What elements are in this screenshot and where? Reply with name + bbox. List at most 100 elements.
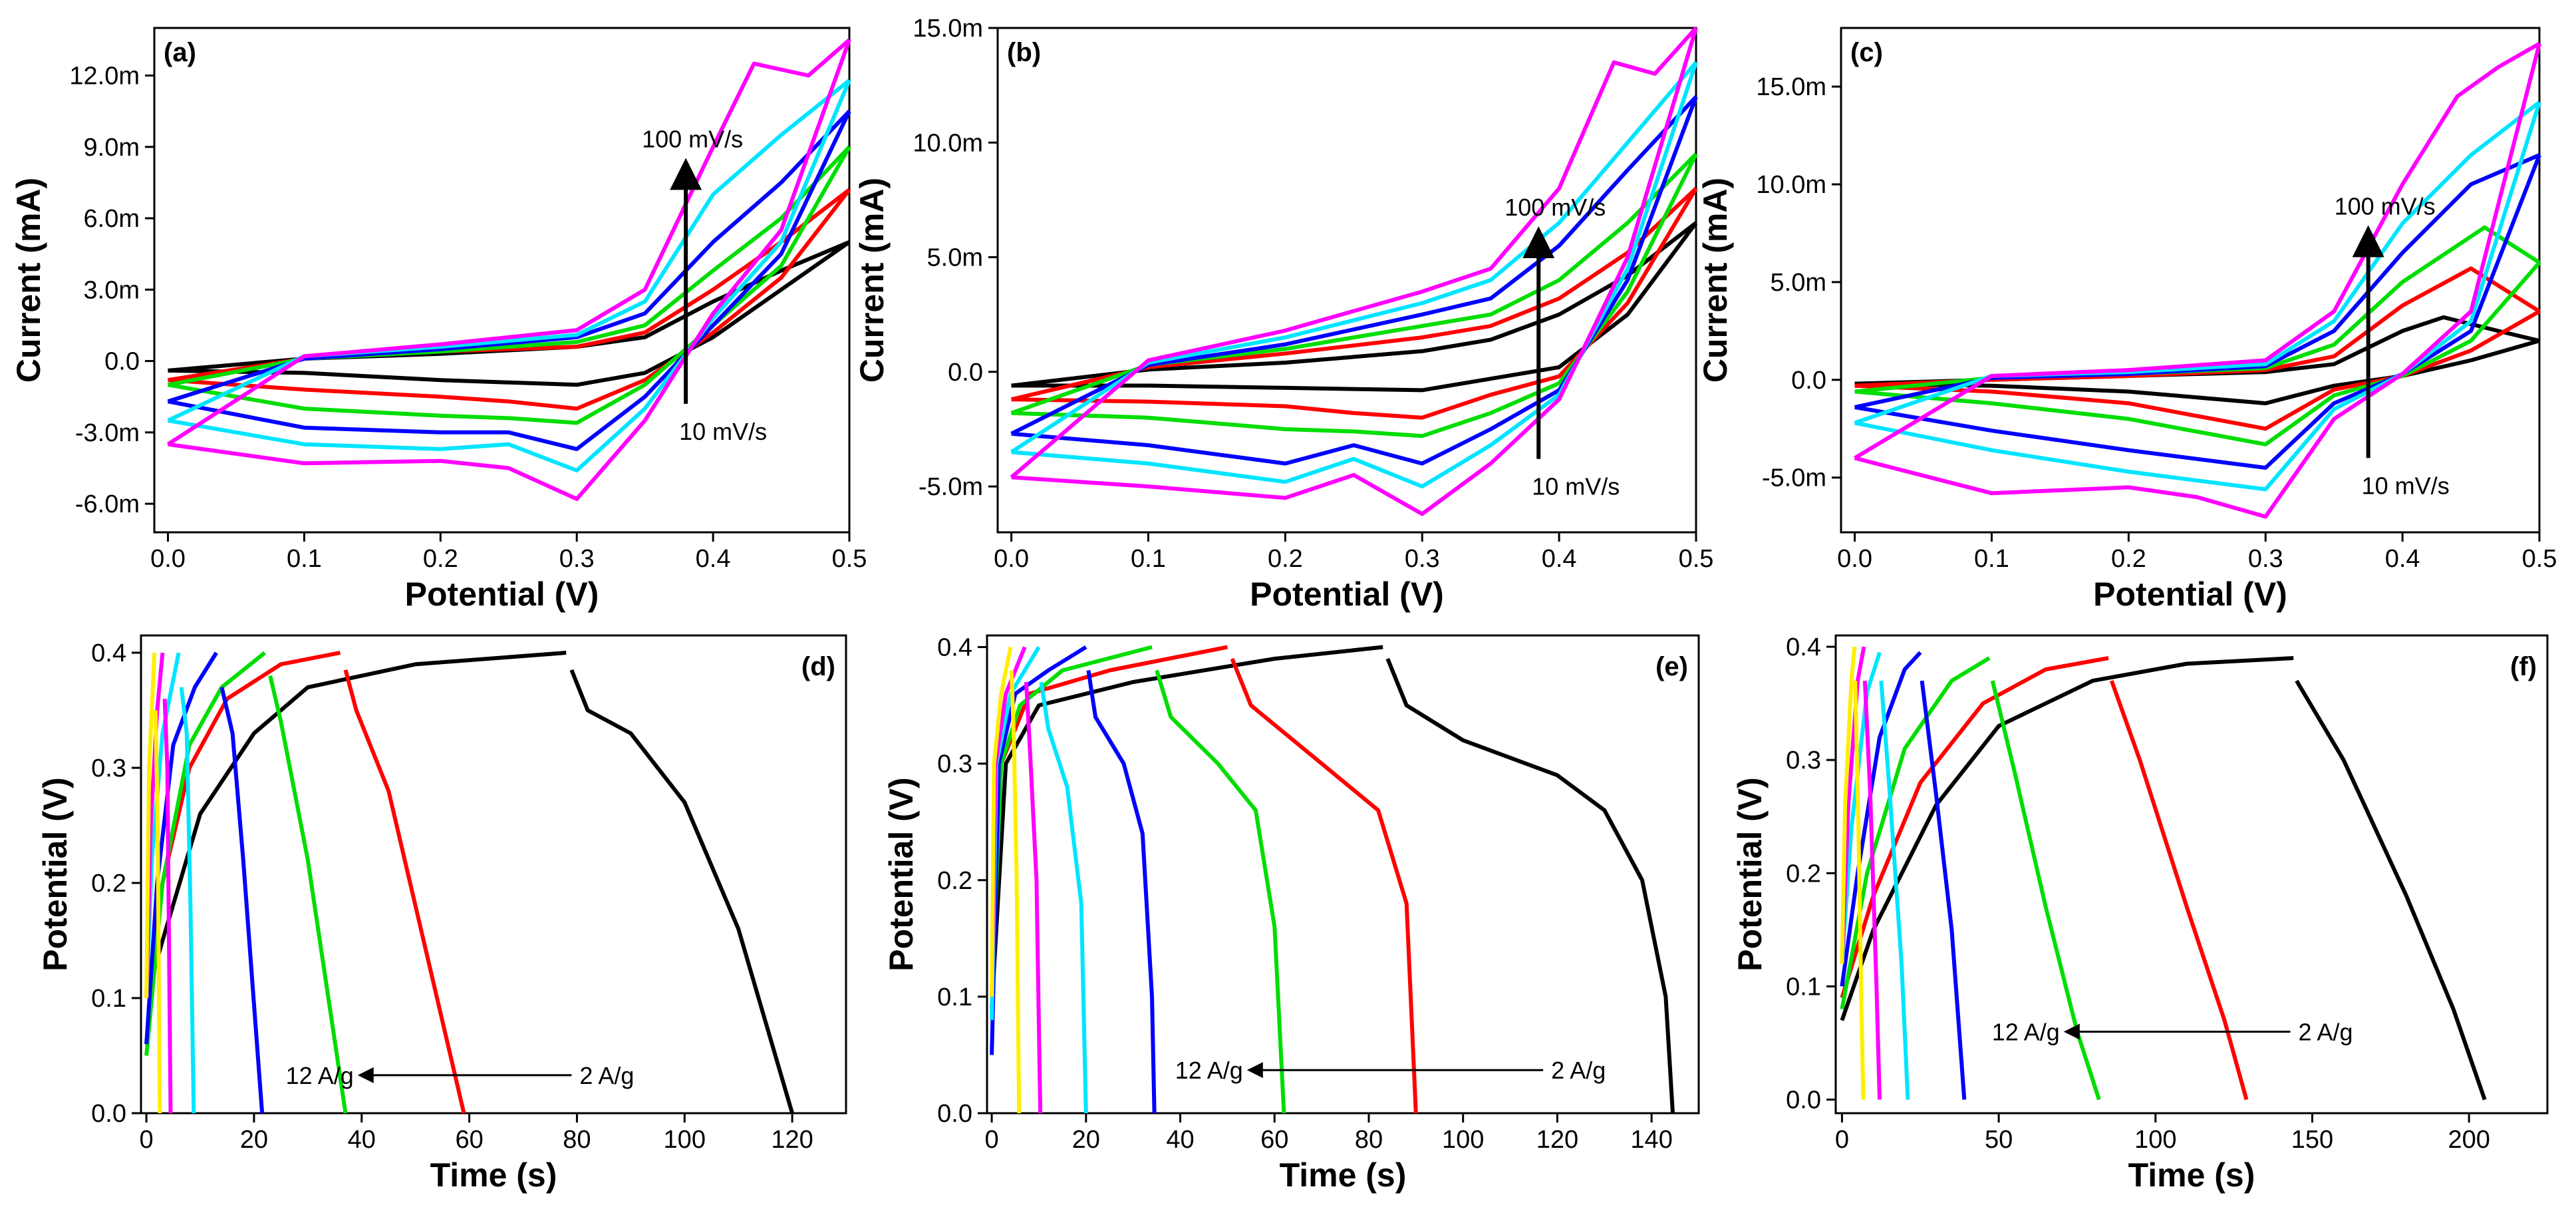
cv-cathodic-60-mv-s xyxy=(1854,154,2541,470)
gcd-discharge-4-a-g xyxy=(1990,680,2101,1101)
y-tick-label: -6.0m xyxy=(75,490,140,518)
y-tick-label: 3.0m xyxy=(84,276,140,304)
cv-anodic-60-mv-s xyxy=(167,110,851,404)
cv-anodic-80-mv-s xyxy=(1010,61,1698,454)
gcd-discharge-2-a-g xyxy=(1385,657,1675,1114)
y-tick-label: -5.0m xyxy=(1762,464,1826,492)
cv-cathodic-40-mv-s xyxy=(167,146,851,425)
x-tick-label: 0 xyxy=(985,1126,999,1154)
cv-anodic-60-mv-s xyxy=(1010,95,1698,436)
annotation-right: 2 A/g xyxy=(579,1062,634,1089)
gcd-discharge-6-a-g xyxy=(219,687,265,1114)
panel-label: (e) xyxy=(1655,652,1688,681)
y-tick-label: 0.0 xyxy=(104,348,140,376)
cv-cathodic-40-mv-s xyxy=(1011,153,1698,438)
x-tick-label: 0.3 xyxy=(559,545,595,573)
gcd-charge-2-a-g xyxy=(1840,656,2294,1021)
cv-cathodic-10-mv-s xyxy=(168,240,851,387)
x-tick-label: 0.5 xyxy=(2522,545,2557,573)
plot-frame xyxy=(996,27,1697,534)
gcd-charge-12-a-g xyxy=(990,646,1013,997)
plot-frame xyxy=(1840,27,2541,534)
y-tick-label: -3.0m xyxy=(75,419,140,447)
cv-anodic-20-mv-s xyxy=(1010,187,1698,402)
x-tick-label: 0.2 xyxy=(2111,545,2146,573)
y-tick-label: 0.0 xyxy=(91,1100,126,1128)
x-tick-label: 50 xyxy=(1985,1126,2013,1154)
x-axis-title: Potential (V) xyxy=(405,576,599,613)
x-tick-label: 40 xyxy=(1166,1126,1194,1154)
x-tick-label: 0.2 xyxy=(1268,545,1303,573)
x-tick-label: 0.2 xyxy=(423,545,458,573)
y-tick-label: 0.3 xyxy=(91,755,126,782)
x-tick-label: 0 xyxy=(140,1126,154,1154)
y-tick-label: 9.0m xyxy=(84,134,140,162)
y-axis-title: Potential (V) xyxy=(37,777,74,971)
cv-cathodic-100-mv-s xyxy=(168,39,851,501)
panel-label: (b) xyxy=(1007,38,1041,67)
chart-panel-e: 0 20 40 60 80 100 120 140 0.0 0.1 0.2 0.3 0.4 Time (s… xyxy=(883,634,1700,1194)
plot-frame xyxy=(140,634,847,1115)
x-tick-label: 100 xyxy=(1442,1126,1484,1154)
gcd-discharge-3-a-g xyxy=(2109,680,2249,1101)
gcd-discharge-10-a-g xyxy=(1862,680,1882,1100)
y-tick-label: 12.0m xyxy=(69,63,140,90)
annotation-right: 2 A/g xyxy=(1551,1057,1606,1084)
x-tick-label: 0.5 xyxy=(832,545,867,573)
cv-cathodic-80-mv-s xyxy=(1011,61,1698,489)
x-tick-label: 120 xyxy=(771,1126,813,1154)
gcd-discharge-8-a-g xyxy=(179,687,196,1114)
gcd-charge-12-a-g xyxy=(144,652,157,999)
x-tick-label: 0 xyxy=(1835,1126,1849,1154)
annotation-left: 12 A/g xyxy=(1175,1057,1243,1084)
panel-label: (d) xyxy=(801,652,835,681)
annotation-right: 2 A/g xyxy=(2298,1018,2353,1045)
y-tick-label: 0.2 xyxy=(937,867,972,895)
y-tick-label: 0.0 xyxy=(1791,367,1826,395)
gcd-charge-2-a-g xyxy=(990,645,1383,1009)
gcd-discharge-10-a-g xyxy=(162,699,173,1114)
annotation-bottom: 10 mV/s xyxy=(2362,472,2450,499)
cv-cathodic-80-mv-s xyxy=(167,79,851,472)
y-tick-label: 0.1 xyxy=(1786,973,1821,1001)
cv-cathodic-100-mv-s xyxy=(1854,43,2541,519)
x-tick-label: 40 xyxy=(348,1126,376,1154)
cv-anodic-100-mv-s xyxy=(1010,26,1698,479)
y-axis-title: Potential (V) xyxy=(1731,777,1769,971)
gcd-discharge-2-a-g xyxy=(2295,679,2487,1101)
x-tick-label: 60 xyxy=(455,1126,483,1154)
y-tick-label: 0.4 xyxy=(937,634,972,662)
cv-anodic-100-mv-s xyxy=(1854,41,2541,460)
y-tick-label: 0.0 xyxy=(948,359,983,387)
gcd-discharge-12-a-g xyxy=(153,710,162,1114)
x-tick-label: 60 xyxy=(1260,1126,1288,1154)
gcd-charge-3-a-g xyxy=(1840,656,2109,999)
y-tick-label: 0.2 xyxy=(1786,860,1821,888)
gcd-discharge-4-a-g xyxy=(1155,669,1286,1114)
plot-frame xyxy=(153,27,851,534)
gcd-discharge-8-a-g xyxy=(1879,680,1910,1100)
cv-cathodic-80-mv-s xyxy=(1854,101,2541,492)
plot-frame xyxy=(986,634,1700,1115)
y-tick-label: 0.0 xyxy=(937,1100,972,1128)
y-tick-label: 0.2 xyxy=(91,870,126,898)
x-tick-label: 20 xyxy=(240,1126,268,1154)
gcd-discharge-6-a-g xyxy=(1086,670,1157,1114)
y-tick-label: 6.0m xyxy=(84,205,140,233)
gcd-charge-6-a-g xyxy=(1840,651,1922,987)
x-tick-label: 0.4 xyxy=(696,545,731,573)
gcd-discharge-12-a-g xyxy=(1853,681,1866,1100)
x-tick-label: 120 xyxy=(1536,1126,1578,1154)
plot-frame xyxy=(1834,634,2549,1115)
panel-label: (f) xyxy=(2510,652,2537,681)
annotation-bottom: 10 mV/s xyxy=(679,418,767,445)
chart-panel-d: 0 20 40 60 80 100 120 0.0 0.1 0.2 0.3 0.4 Time (s) Po… xyxy=(37,634,847,1194)
x-tick-label: 0.1 xyxy=(1131,545,1166,573)
y-tick-label: -5.0m xyxy=(919,473,983,501)
gcd-charge-2-a-g xyxy=(144,651,567,999)
x-tick-label: 80 xyxy=(563,1126,591,1154)
gcd-discharge-2-a-g xyxy=(569,669,794,1114)
x-axis-title: Potential (V) xyxy=(2093,576,2287,613)
gcd-discharge-12-a-g xyxy=(1009,670,1022,1114)
